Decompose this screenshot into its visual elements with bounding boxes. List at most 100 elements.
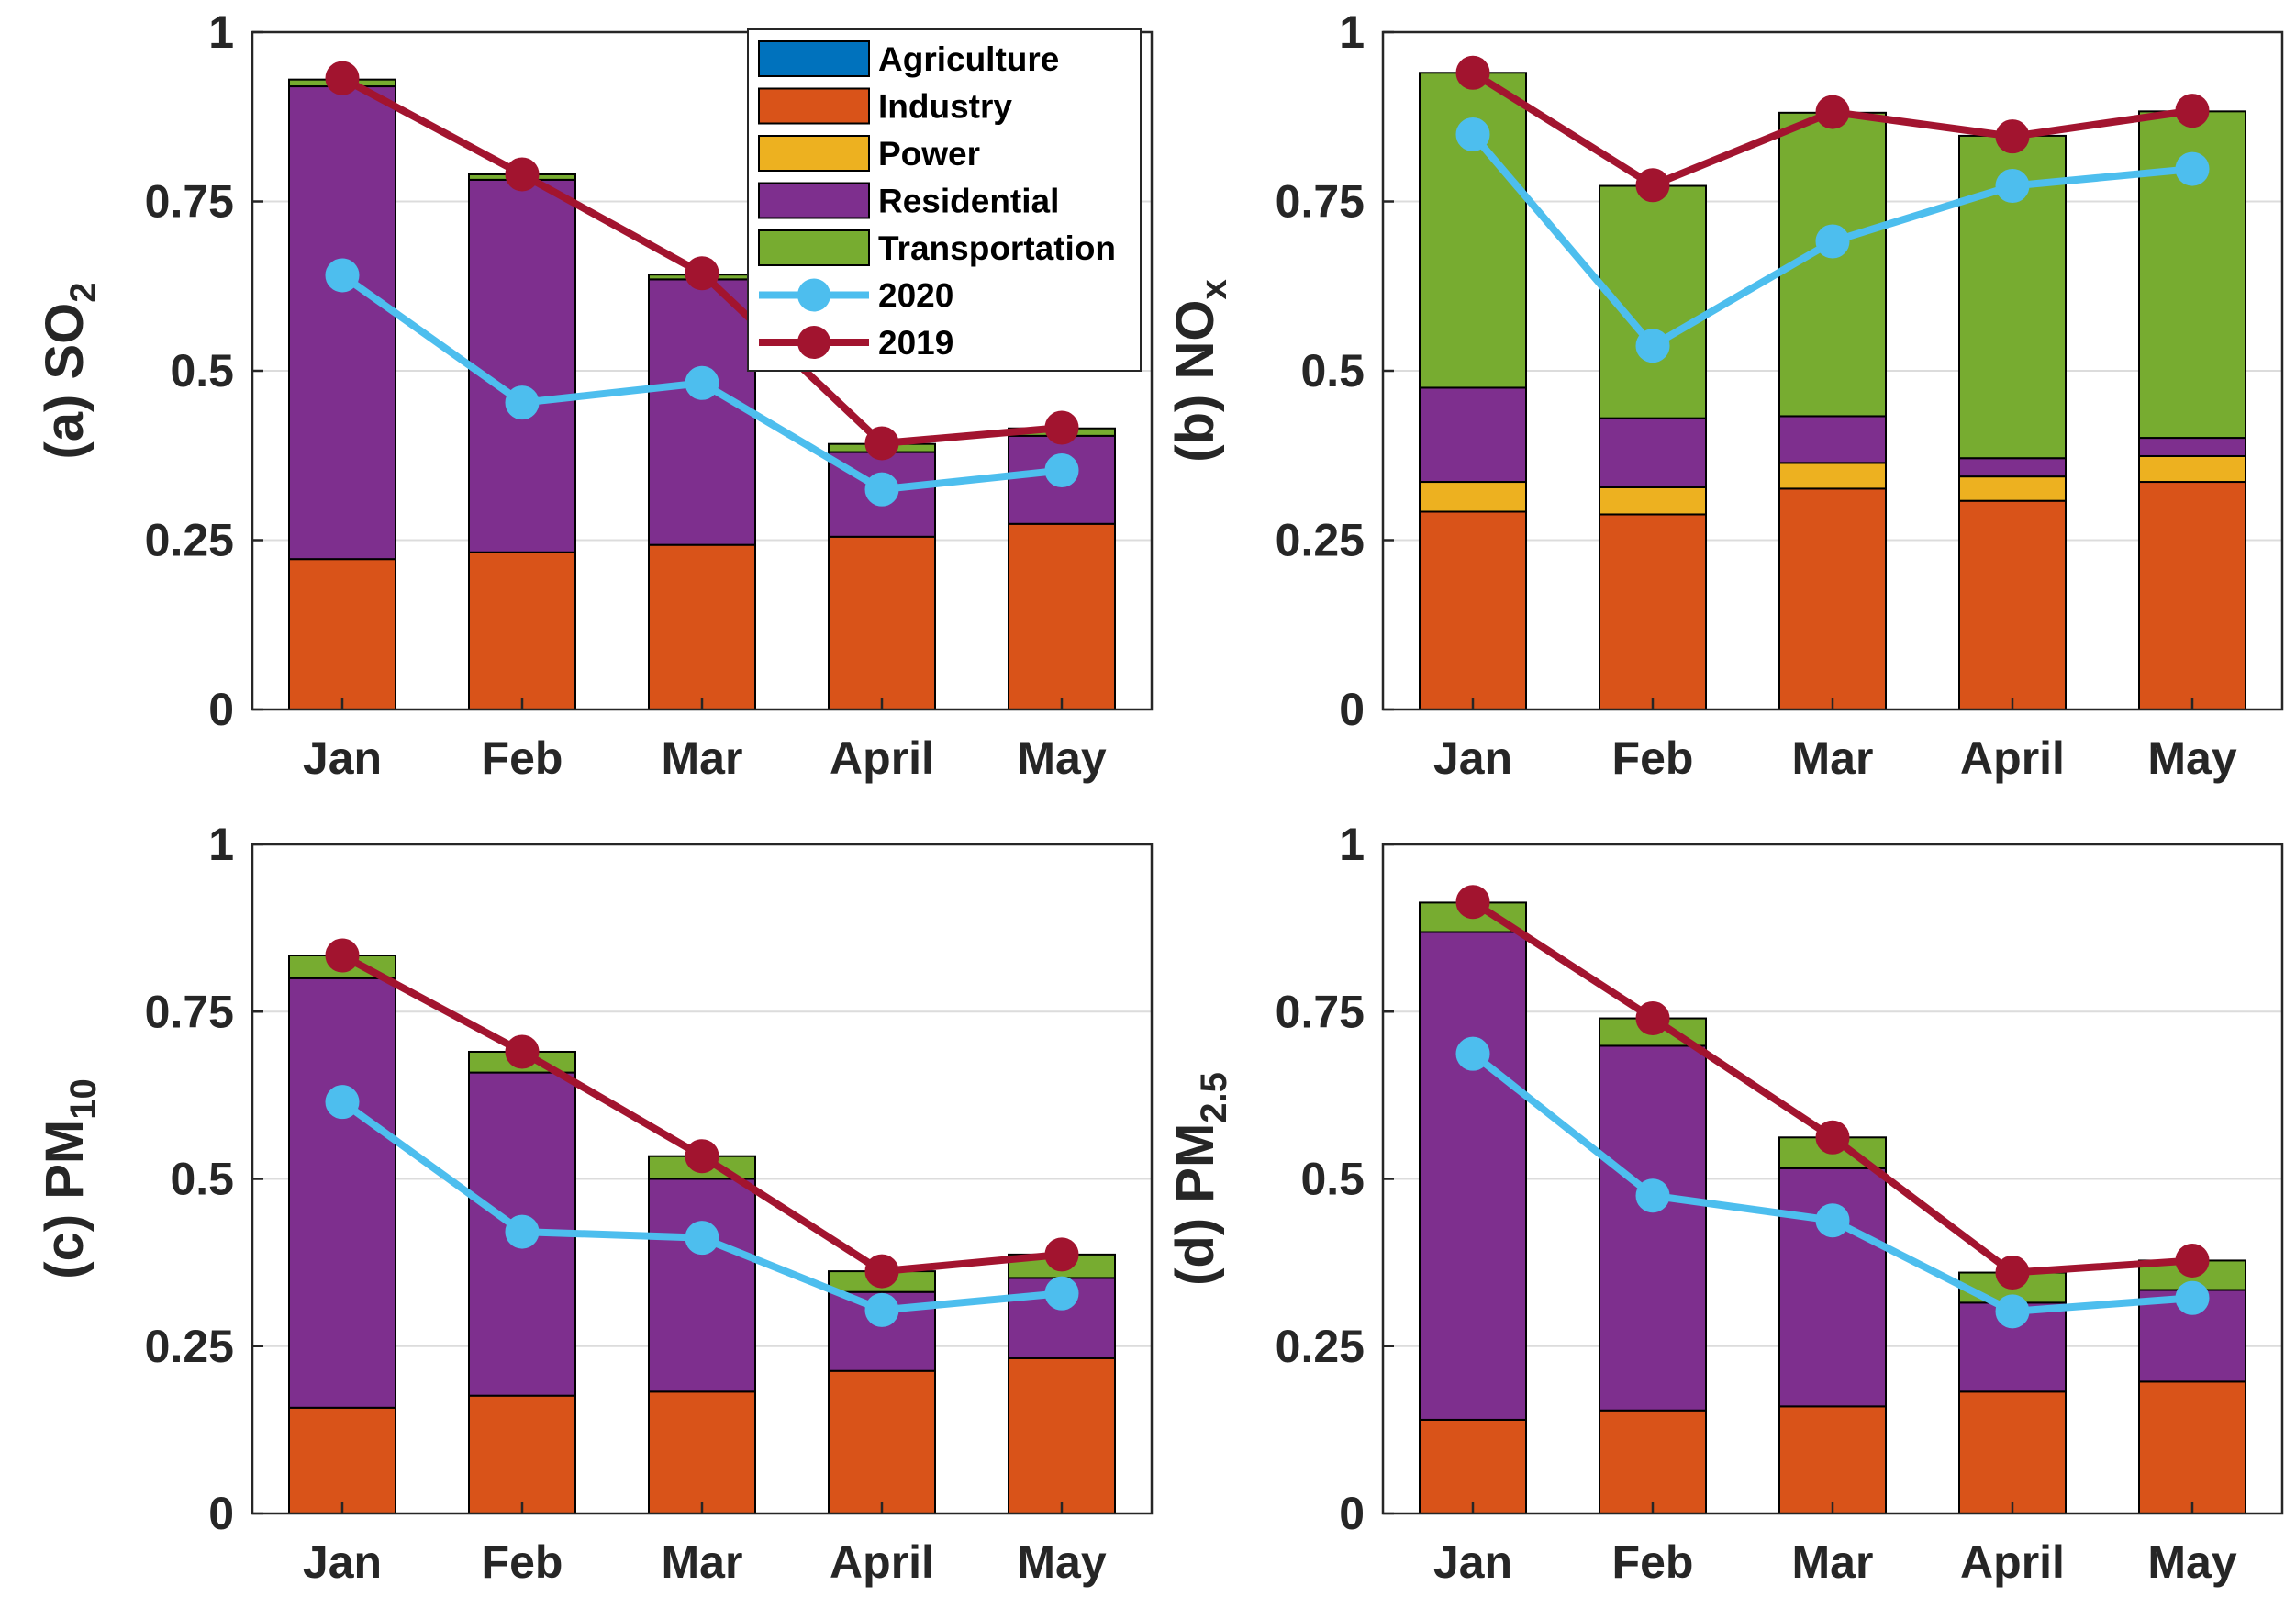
y-axis-label-main: (d) PM — [1165, 1123, 1225, 1286]
marker-2020-april — [1995, 169, 2030, 204]
x-tick-label: May — [1017, 732, 1106, 784]
marker-2019-mar — [685, 256, 719, 291]
legend-label: Agriculture — [878, 40, 1059, 78]
y-tick-label: 0.25 — [145, 1321, 234, 1372]
bar-power-may — [2138, 454, 2246, 484]
y-ticks: 0 0.25 0.5 0.75 1 — [1276, 6, 1394, 735]
marker-2020-may — [1044, 1276, 1079, 1311]
bar-industry-may — [2138, 481, 2246, 710]
bar-industry-mar — [1778, 487, 1887, 710]
marker-2019-may — [1044, 1237, 1079, 1272]
x-tick-label: Mar — [662, 732, 743, 784]
y-tick-label: 1 — [208, 6, 234, 58]
y-tick-label: 0.5 — [170, 345, 234, 396]
x-tick-label: May — [2147, 1536, 2236, 1588]
x-tick-label: Jan — [1433, 732, 1512, 784]
bar-industry-feb — [1599, 513, 1707, 710]
x-tick-label: April — [1960, 1536, 2065, 1588]
y-axis-label-subscript: 2 — [63, 282, 104, 302]
x-tick-label: Feb — [1612, 1536, 1694, 1588]
x-ticks: Jan Feb Mar April May — [303, 1502, 1107, 1588]
marker-2020-mar — [1815, 224, 1850, 259]
bar-industry-may — [2138, 1380, 2246, 1514]
marker-2020-april — [1995, 1294, 2030, 1329]
legend-label: Residential — [878, 183, 1059, 220]
y-tick-label: 1 — [1339, 6, 1365, 58]
bar-residential-jan — [1419, 931, 1527, 1421]
marker-2019-feb — [505, 1034, 540, 1069]
marker-2019-feb — [1635, 1001, 1670, 1036]
bar-residential-mar — [648, 278, 756, 546]
marker-2020-feb — [1635, 1178, 1670, 1213]
legend-marker-2019 — [797, 326, 830, 359]
bar-residential-april — [1958, 457, 2067, 478]
bar-industry-april — [1958, 1390, 2067, 1515]
y-axis-label-main: (a) SO — [35, 303, 95, 460]
x-tick-label: Feb — [482, 1536, 563, 1588]
bar-power-jan — [1419, 481, 1527, 513]
y-axis-label: (b) NOx — [1165, 279, 1234, 462]
legend-label: Industry — [878, 88, 1012, 126]
marker-2020-jan — [325, 1085, 360, 1120]
marker-2020-feb — [505, 385, 540, 420]
bar-residential-jan — [288, 977, 396, 1409]
bars — [1419, 72, 2246, 711]
x-ticks: Jan Feb Mar April May — [1433, 1502, 2237, 1588]
bar-power-feb — [1599, 486, 1707, 516]
y-axis-label: (d) PM2.5 — [1165, 1072, 1234, 1286]
bar-industry-april — [828, 535, 936, 710]
legend-swatch-agriculture — [758, 40, 870, 77]
marker-2019-feb — [1635, 168, 1670, 203]
legend-label: Power — [878, 135, 980, 173]
legend-item: 2020 — [759, 277, 953, 315]
marker-2019-mar — [685, 1139, 719, 1174]
y-tick-label: 0.5 — [1300, 345, 1365, 396]
marker-2020-may — [2175, 151, 2210, 186]
marker-2019-april — [864, 1254, 899, 1289]
x-tick-label: Jan — [303, 732, 382, 784]
marker-2020-april — [864, 1292, 899, 1327]
marker-2019-may — [2175, 94, 2210, 128]
x-tick-label: Jan — [303, 1536, 382, 1588]
marker-2019-jan — [325, 61, 360, 95]
marker-2020-april — [864, 472, 899, 507]
marker-2020-feb — [1635, 329, 1670, 363]
panel-d: 0 0.25 0.5 0.75 1 Jan Feb Mar April May (d) PM2.5 — [1165, 819, 2284, 1588]
x-tick-label: Feb — [482, 732, 563, 784]
x-tick-label: April — [830, 1536, 934, 1588]
marker-2019-jan — [325, 938, 360, 973]
panel-c: 0 0.25 0.5 0.75 1 Jan Feb Mar April May (c) PM10 — [35, 819, 1154, 1588]
bar-industry-jan — [288, 558, 396, 710]
x-tick-label: Mar — [1792, 732, 1874, 784]
marker-2019-april — [1995, 119, 2030, 154]
y-tick-label: 0 — [1339, 1488, 1365, 1539]
y-ticks: 0 0.25 0.5 0.75 1 — [145, 819, 263, 1539]
marker-2020-jan — [1455, 117, 1490, 151]
bar-industry-feb — [468, 1394, 576, 1515]
bar-residential-feb — [1599, 417, 1707, 488]
legend-swatch-power — [758, 135, 870, 172]
lines — [325, 938, 1079, 1327]
bars — [288, 955, 1116, 1515]
bar-residential-jan — [288, 85, 396, 561]
legend-label: 2020 — [878, 277, 953, 315]
y-axis-label-main: (b) NO — [1165, 300, 1225, 463]
x-ticks: Jan Feb Mar April May — [1433, 698, 2237, 784]
panel-b: 0 0.25 0.5 0.75 1 Jan Feb Mar April May (b) NOx — [1165, 6, 2284, 784]
x-tick-label: Mar — [662, 1536, 743, 1588]
legend-swatch-transportation — [758, 229, 870, 266]
bar-industry-april — [1958, 499, 2067, 710]
y-tick-label: 0.75 — [1276, 986, 1365, 1037]
y-tick-label: 0.25 — [145, 515, 234, 566]
y-tick-label: 0.5 — [1300, 1154, 1365, 1205]
bar-residential-mar — [1778, 415, 1887, 464]
marker-2020-may — [1044, 452, 1079, 487]
marker-2019-mar — [1815, 1120, 1850, 1155]
legend: Agriculture Industry Power Residential Trans… — [747, 28, 1142, 372]
y-axis-label-subscript: 2.5 — [1194, 1072, 1234, 1123]
lines — [325, 61, 1079, 507]
y-ticks: 0 0.25 0.5 0.75 1 — [1276, 819, 1394, 1539]
x-tick-label: April — [1960, 732, 2065, 784]
bar-industry-may — [1008, 522, 1116, 711]
marker-2019-may — [2175, 1243, 2210, 1278]
